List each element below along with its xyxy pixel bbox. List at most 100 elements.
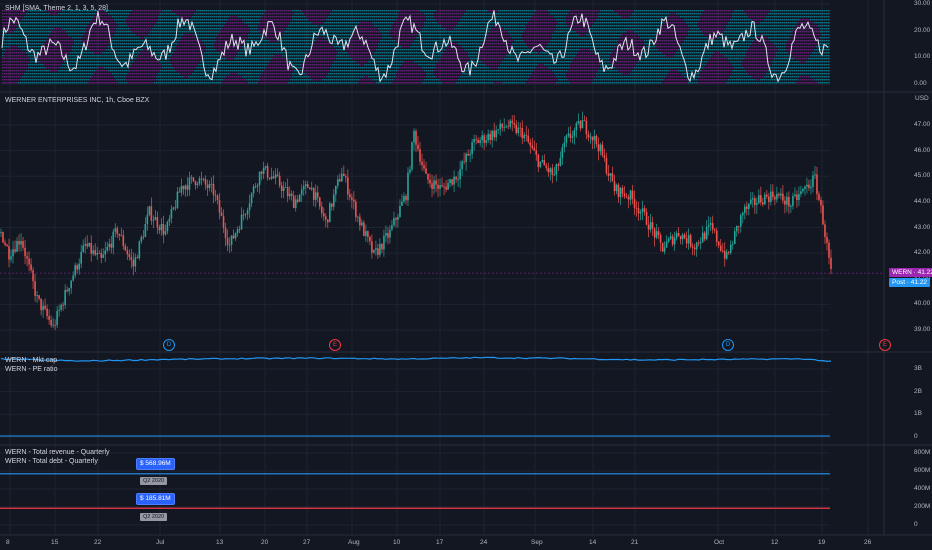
candle-body — [282, 187, 285, 191]
earnings-event-icon[interactable]: E — [329, 339, 341, 351]
candle-body — [399, 206, 401, 218]
candle-body — [547, 167, 550, 173]
candle-body — [184, 185, 187, 190]
candle-body — [200, 178, 203, 180]
candle-body — [298, 194, 301, 202]
candle-body — [790, 205, 792, 207]
candle-body — [304, 184, 307, 187]
candle-body — [752, 198, 754, 200]
candle-body — [589, 136, 592, 138]
candle-body — [527, 135, 530, 143]
candle-body — [521, 128, 524, 139]
candle-body — [328, 203, 331, 223]
candle-body — [124, 246, 127, 251]
candle-body — [427, 173, 429, 180]
candle-body — [725, 252, 728, 259]
candle-body — [766, 194, 768, 197]
price-scale-label: 10.00 — [914, 53, 931, 61]
candle-body — [754, 198, 756, 206]
candle-body — [318, 197, 321, 207]
mktcap-label[interactable]: WERN - Mkt cap — [5, 357, 58, 364]
candle-body — [784, 200, 786, 205]
candle-body — [735, 225, 738, 232]
candle-body — [425, 168, 427, 174]
price-scale-label: 1B — [914, 410, 922, 418]
candle-body — [745, 206, 748, 209]
candle-body — [651, 222, 654, 229]
candle-body — [80, 251, 82, 264]
candle-body — [645, 211, 648, 225]
price-scale-label: 200M — [914, 503, 931, 510]
candle-body — [657, 231, 660, 235]
candle-body — [565, 135, 568, 143]
candle-body — [607, 173, 610, 176]
candle-body — [768, 196, 770, 203]
candle-body — [469, 154, 471, 156]
revenue-label[interactable]: WERN - Total revenue - Quarterly — [5, 449, 110, 456]
candle-body — [152, 220, 155, 221]
candle-body — [481, 135, 483, 141]
candle-body — [709, 223, 712, 225]
price-scale-label: 45.00 — [914, 172, 931, 180]
candle-body — [377, 248, 379, 255]
candle-body — [433, 180, 435, 189]
candle-body — [693, 247, 696, 250]
candle-body — [371, 241, 373, 253]
dividend-event-icon[interactable]: D — [163, 339, 175, 351]
candle-body — [60, 304, 62, 310]
earnings-event-icon[interactable]: E — [879, 339, 891, 351]
time-axis-label: 26 — [864, 539, 872, 546]
shm-label[interactable]: SHM [SMA, Theme 2, 1, 3, 5, 28] — [5, 5, 108, 12]
candle-body — [220, 212, 223, 217]
last-price-tag: WERN · 41.22 — [889, 268, 932, 277]
candle-body — [130, 256, 133, 260]
candle-body — [146, 214, 149, 224]
candle-body — [292, 195, 295, 209]
candle-body — [92, 250, 95, 254]
candle-body — [563, 142, 566, 148]
candle-body — [174, 207, 177, 209]
candle-body — [523, 134, 526, 139]
candle-body — [353, 199, 355, 202]
candle-body — [274, 174, 277, 178]
candle-body — [543, 159, 546, 166]
candle-body — [288, 193, 291, 197]
candle-body — [286, 187, 289, 197]
candle-body — [687, 235, 690, 244]
candle-body — [116, 228, 119, 234]
candle-body — [503, 126, 506, 128]
candle-body — [497, 129, 499, 131]
candle-body — [387, 233, 389, 238]
candle-body — [248, 203, 251, 211]
candle-body — [691, 246, 694, 248]
dividend-event-icon[interactable]: D — [722, 339, 734, 351]
symbol-title[interactable]: WERNER ENTERPRISES INC, 1h, Cboe BZX — [5, 97, 150, 104]
candle-body — [627, 196, 630, 200]
candle-body — [56, 310, 58, 326]
time-axis-label: 22 — [94, 539, 102, 546]
pe-ratio-label[interactable]: WERN - PE ratio — [5, 366, 58, 373]
candle-body — [108, 243, 111, 247]
candle-body — [439, 185, 441, 189]
candle-body — [212, 183, 215, 195]
candle-body — [519, 127, 522, 129]
candle-body — [349, 194, 351, 198]
candle-body — [158, 227, 161, 231]
candle-body — [106, 246, 109, 251]
candle-body — [748, 203, 750, 209]
time-axis-label: 24 — [480, 539, 488, 546]
candle-body — [511, 120, 514, 123]
candle-body — [160, 224, 163, 231]
candle-body — [405, 196, 407, 201]
candle-body — [314, 192, 317, 200]
candle-body — [792, 196, 794, 206]
debt-label[interactable]: WERN - Total debt - Quarterly — [5, 458, 98, 465]
candle-body — [743, 206, 746, 213]
candle-body — [661, 242, 664, 252]
candle-body — [489, 133, 491, 141]
candle-body — [733, 231, 736, 244]
debt-value-callout: $ 185.81M — [136, 493, 175, 505]
candle-body — [150, 206, 153, 221]
candle-body — [557, 164, 560, 166]
